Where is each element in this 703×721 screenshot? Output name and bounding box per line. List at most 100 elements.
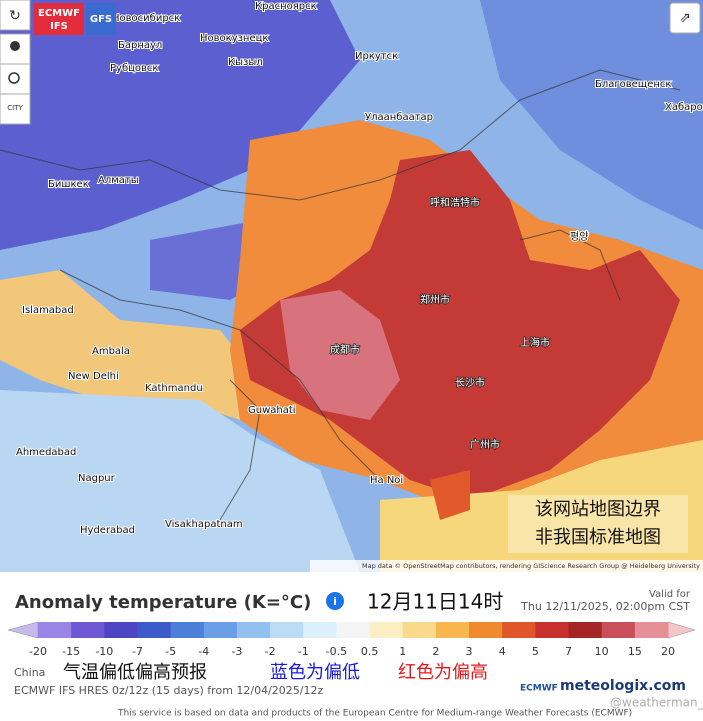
city-label: Бишкек [48, 179, 89, 190]
legend-tick-label: 1 [399, 645, 406, 658]
legend-tick-label: 4 [499, 645, 506, 658]
city-label: Улаанбаатар [365, 112, 433, 123]
legend-tick-label: -5 [165, 645, 176, 658]
city-label: Hyderabad [80, 525, 135, 536]
legend-tick-label: -20 [29, 645, 47, 658]
zoom-button[interactable] [0, 63, 31, 95]
share-button[interactable] [669, 2, 701, 34]
city-label: Islamabad [22, 305, 74, 316]
legend-tick-label: -3 [231, 645, 242, 658]
cold-area [0, 0, 360, 250]
city-label: 广州市 [470, 438, 500, 451]
city-label: 呼和浩特市 [430, 196, 480, 209]
map-note: 非我国标准地图 [535, 527, 661, 548]
caption: 气温偏低偏高预报 [63, 662, 207, 683]
legend-tick-label: 0.5 [361, 645, 379, 658]
legend-tick-label: -4 [198, 645, 209, 658]
gfs-button[interactable] [86, 3, 116, 35]
legend-tick-label: -15 [62, 645, 80, 658]
refresh-button[interactable] [0, 0, 31, 31]
city-label: Kathmandu [145, 383, 203, 394]
legend-cell [568, 622, 603, 638]
legend-cell [38, 622, 72, 638]
legend-cell [369, 622, 404, 638]
city-label: Ambala [92, 346, 130, 357]
city-label: Барнаул [118, 40, 162, 51]
map-controls: ↻ ECMWF IFS GFS CITY ⇗ 该网站地图边界 非我国标准地图 M… [0, 0, 703, 572]
city-label: Visakhapatnam [165, 519, 243, 530]
info-icon-i: i [333, 595, 337, 608]
legend-cell [270, 622, 304, 638]
warm-area [0, 270, 260, 420]
city-label: Ha Noi [370, 475, 403, 486]
map-attribution: Map data © OpenStreetMap contributors, r… [362, 562, 700, 570]
zoom-icon [8, 72, 20, 84]
legend-cell [634, 622, 669, 638]
map [0, 0, 703, 572]
city-label: Хабаровск [665, 102, 703, 113]
footer: This service is based on data and produc… [117, 709, 632, 719]
borders [0, 69, 681, 521]
city-label: 郑州市 [420, 293, 450, 306]
legend-tick-label: -7 [132, 645, 143, 658]
legend-tick-label: 20 [661, 645, 675, 658]
city-label: 上海市 [520, 336, 550, 349]
refresh-icon: ↻ [9, 8, 21, 24]
cool-area [0, 390, 360, 572]
city-label: Nagpur [78, 473, 116, 484]
legend-cell [535, 622, 570, 638]
site-logo: meteologix.com [560, 678, 686, 694]
legend-tick-label: -0.5 [326, 645, 347, 658]
city-label: Guwahati [248, 405, 296, 416]
model-info: ECMWF IFS HRES 0z/12z (15 days) from 12/… [14, 684, 324, 697]
note-box [508, 495, 688, 553]
time-label: 12月11日14时 [367, 590, 503, 614]
ecmwf-button[interactable] [34, 3, 84, 35]
info-icon[interactable] [326, 592, 344, 610]
legend-cell [236, 622, 271, 638]
legend-cell [601, 622, 636, 638]
map-note: 该网站地图边界 [535, 499, 661, 520]
legend-cell [71, 622, 105, 638]
legend-tick-label: 5 [532, 645, 539, 658]
legend-cell [303, 622, 337, 638]
legend-tick-label: 3 [466, 645, 473, 658]
panel-title: Anomaly temperature (K=°C) [15, 592, 311, 613]
valid-for: Valid for [649, 589, 691, 600]
ecmwf-label: ECMWF [38, 8, 80, 19]
legend-cell [336, 622, 371, 638]
cold-area [480, 0, 703, 230]
legend-tick-label: -1 [298, 645, 309, 658]
valid-time: Thu 12/11/2025, 02:00pm CST [520, 600, 690, 613]
city-label: Новосибирск [112, 13, 180, 24]
city-label: Новокузнецк [200, 33, 268, 44]
legend-cell [402, 622, 437, 638]
legend-tick-label: -10 [95, 645, 113, 658]
hainan [430, 470, 470, 520]
caption-red: 红色为偏高 [398, 662, 488, 683]
legend: -20 -15 -10 -7 -5 -4 -3 -2 -1 -0.5 0.5 1 2 3 4 5 7 10 15 20 [7, 621, 696, 658]
ecmwf-logo: ECMWF [520, 684, 558, 694]
city-label: Благовещенск [595, 79, 671, 90]
legend-tick-label: -2 [265, 645, 276, 658]
city-button[interactable] [0, 93, 31, 125]
location-icon [10, 41, 20, 51]
legend-cell [170, 622, 205, 638]
city-label: Алматы [98, 175, 139, 186]
legend-tick-label: 15 [628, 645, 642, 658]
city-label: Рубцовск [110, 63, 158, 74]
city-label: Иркутск [355, 51, 398, 62]
gfs-label: GFS [90, 14, 112, 25]
legend-cell [435, 622, 470, 638]
legend-cell [502, 622, 536, 638]
map-labels: Красноярск Новосибирск Барнаул Новокузне… [15, 0, 703, 537]
city-label: 成都市 [330, 343, 360, 356]
city-button-label: CITY [7, 104, 23, 112]
legend-tick-label: 10 [595, 645, 609, 658]
hot-core [280, 290, 400, 420]
legend-cell [469, 622, 503, 638]
caption-blue: 蓝色为偏低 [270, 662, 360, 683]
city-label: 长沙市 [455, 376, 485, 389]
ifs-label: IFS [50, 21, 68, 32]
